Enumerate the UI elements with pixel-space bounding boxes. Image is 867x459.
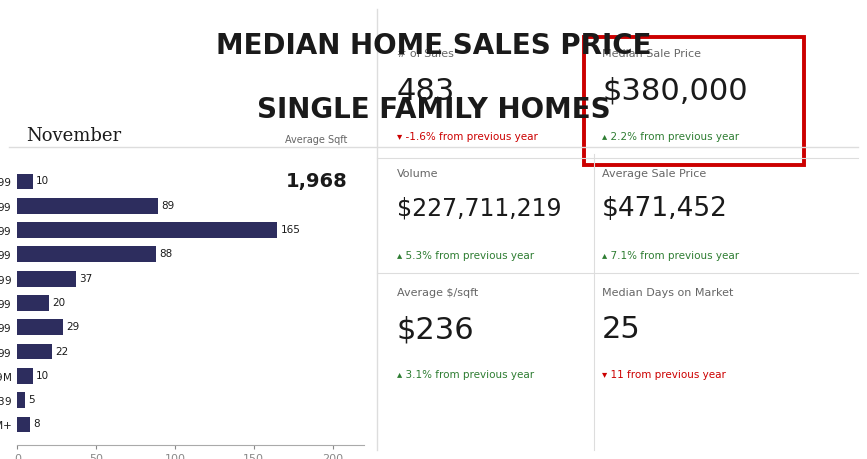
- Bar: [17, 222, 277, 238]
- Text: MEDIAN HOME SALES PRICE: MEDIAN HOME SALES PRICE: [216, 32, 651, 60]
- Text: 20: 20: [52, 298, 65, 308]
- Text: 22: 22: [55, 347, 68, 357]
- Bar: [17, 392, 25, 408]
- Text: ▴ 5.3% from previous year: ▴ 5.3% from previous year: [396, 251, 534, 261]
- Text: $471,452: $471,452: [602, 196, 728, 222]
- Text: Average $/sqft: Average $/sqft: [396, 288, 478, 298]
- Bar: [17, 271, 75, 286]
- Text: SINGLE FAMILY HOMES: SINGLE FAMILY HOMES: [257, 96, 610, 124]
- Text: 483: 483: [396, 77, 455, 106]
- Text: 37: 37: [79, 274, 92, 284]
- Text: 165: 165: [281, 225, 301, 235]
- Bar: [17, 198, 158, 214]
- Text: 89: 89: [160, 201, 174, 211]
- Text: 10: 10: [36, 176, 49, 186]
- Bar: [17, 416, 30, 432]
- Text: 25: 25: [602, 315, 641, 344]
- Bar: [17, 368, 33, 384]
- Text: 10: 10: [36, 371, 49, 381]
- Text: Volume: Volume: [396, 168, 438, 179]
- Text: ▴ 3.1% from previous year: ▴ 3.1% from previous year: [396, 370, 534, 381]
- Text: Median Sale Price: Median Sale Price: [602, 49, 701, 59]
- Text: ▾ -1.6% from previous year: ▾ -1.6% from previous year: [396, 132, 538, 142]
- Text: Median Days on Market: Median Days on Market: [602, 288, 733, 298]
- Text: ▴ 7.1% from previous year: ▴ 7.1% from previous year: [602, 251, 740, 261]
- Text: 88: 88: [160, 249, 173, 259]
- Bar: [17, 319, 63, 335]
- Text: Average Sqft: Average Sqft: [285, 134, 348, 145]
- Text: ▾ 11 from previous year: ▾ 11 from previous year: [602, 370, 726, 381]
- Text: ▴ 2.2% from previous year: ▴ 2.2% from previous year: [602, 132, 740, 142]
- Text: 1,968: 1,968: [285, 172, 348, 191]
- Text: Average Sale Price: Average Sale Price: [602, 168, 707, 179]
- Text: # of Sales: # of Sales: [396, 49, 453, 59]
- Text: 8: 8: [33, 420, 40, 430]
- Text: $236: $236: [396, 315, 474, 344]
- Bar: [17, 246, 156, 262]
- Text: $380,000: $380,000: [602, 77, 747, 106]
- Text: $227,711,219: $227,711,219: [396, 196, 561, 220]
- Bar: [17, 295, 49, 311]
- Bar: [17, 174, 33, 190]
- Text: 29: 29: [66, 322, 80, 332]
- Text: 5: 5: [29, 395, 35, 405]
- Text: November: November: [26, 127, 121, 145]
- Bar: [17, 344, 52, 359]
